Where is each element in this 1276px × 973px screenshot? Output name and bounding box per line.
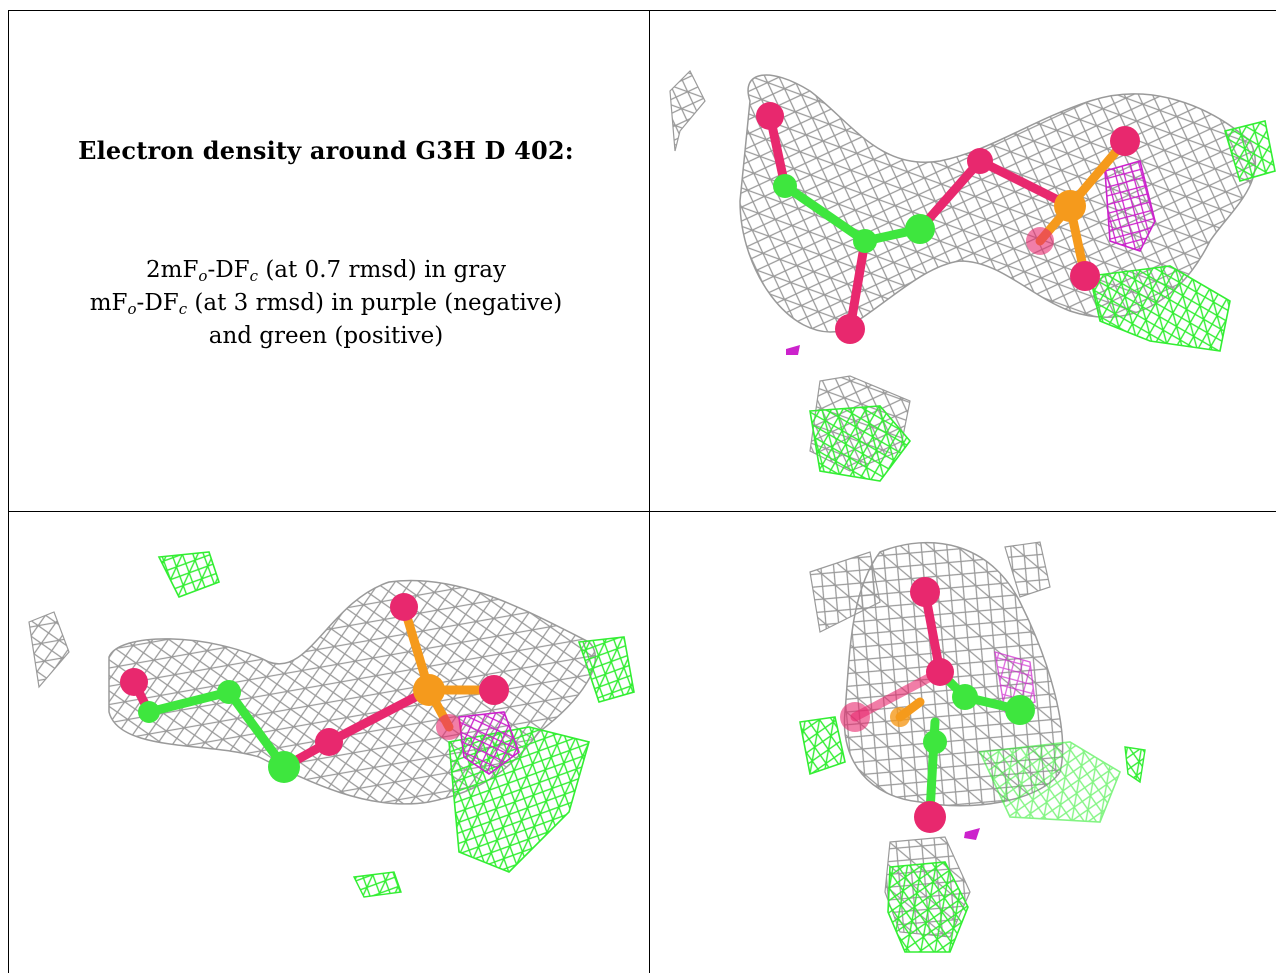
frame-top — [8, 10, 1276, 11]
molecule-render-3 — [799, 541, 1146, 953]
green-mesh-positive — [1089, 265, 1231, 352]
density-view-bottom-right — [650, 512, 1276, 973]
frame-middle-horizontal — [8, 511, 1276, 512]
legend-line-fofc: mFo-DFc (at 3 rmsd) in purple (negative) — [89, 290, 563, 318]
caption-title: Electron density around G3H D 402: — [78, 136, 574, 165]
caption-cell: Electron density around G3H D 402: 2mFo-… — [8, 10, 644, 506]
molecule-render-2 — [28, 551, 635, 898]
molecule-render-1 — [669, 69, 1276, 482]
frame-middle-vertical — [649, 10, 650, 973]
density-view-bottom-left — [9, 512, 649, 973]
caption-legend: 2mFo-DFc (at 0.7 rmsd) in gray mFo-DFc (… — [8, 254, 644, 353]
legend-line-2fofc: 2mFo-DFc (at 0.7 rmsd) in gray — [146, 257, 506, 285]
legend-line-3: and green (positive) — [208, 323, 444, 349]
purple-mesh-negative — [1104, 160, 1156, 252]
frame-left — [8, 10, 9, 973]
density-view-top-right — [650, 11, 1276, 511]
